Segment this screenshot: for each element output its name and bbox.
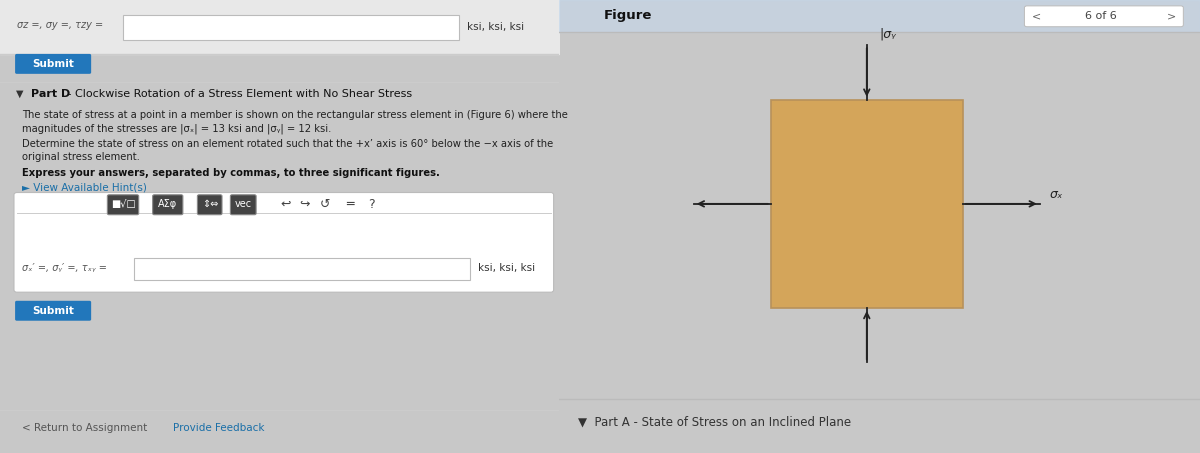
Text: ksi, ksi, ksi: ksi, ksi, ksi — [478, 263, 535, 273]
Text: σₓ: σₓ — [1050, 188, 1063, 201]
Text: Express your answers, separated by commas, to three significant figures.: Express your answers, separated by comma… — [23, 168, 440, 178]
Text: ↩: ↩ — [280, 198, 290, 211]
FancyBboxPatch shape — [134, 258, 469, 280]
Text: ksi, ksi, ksi: ksi, ksi, ksi — [467, 22, 524, 32]
Text: ▼: ▼ — [16, 89, 23, 99]
Text: The state of stress at a point in a member is shown on the rectangular stress el: The state of stress at a point in a memb… — [23, 110, 569, 120]
Text: vec: vec — [235, 199, 252, 209]
Text: Part D: Part D — [31, 89, 70, 99]
Text: ⇕⇔: ⇕⇔ — [202, 199, 218, 209]
Text: ↪: ↪ — [300, 198, 310, 211]
Text: original stress element.: original stress element. — [23, 152, 140, 162]
Text: Submit: Submit — [32, 59, 74, 69]
FancyBboxPatch shape — [124, 15, 458, 40]
FancyBboxPatch shape — [152, 195, 182, 215]
Bar — [770, 100, 962, 308]
FancyBboxPatch shape — [16, 301, 91, 321]
Text: >: > — [1166, 11, 1176, 21]
Text: |σᵧ: |σᵧ — [880, 28, 896, 41]
Text: Figure: Figure — [604, 10, 653, 22]
Text: ?: ? — [368, 198, 376, 211]
Text: - Clockwise Rotation of a Stress Element with No Shear Stress: - Clockwise Rotation of a Stress Element… — [65, 89, 413, 99]
Text: Submit: Submit — [32, 306, 74, 316]
Text: Provide Feedback: Provide Feedback — [173, 423, 265, 433]
FancyBboxPatch shape — [197, 195, 222, 215]
Text: σz =, σy =, τzy =: σz =, σy =, τzy = — [17, 20, 103, 30]
Text: Determine the state of stress on an element rotated such that the +x’ axis is 60: Determine the state of stress on an elem… — [23, 139, 553, 149]
FancyBboxPatch shape — [1025, 6, 1183, 27]
FancyBboxPatch shape — [16, 54, 91, 74]
Text: <: < — [1032, 11, 1042, 21]
Text: σₓ′ =, σᵧ′ =, τₓᵧ =: σₓ′ =, σᵧ′ =, τₓᵧ = — [23, 263, 107, 273]
Text: ► View Available Hint(s): ► View Available Hint(s) — [23, 183, 148, 193]
FancyBboxPatch shape — [14, 193, 553, 292]
Text: < Return to Assignment: < Return to Assignment — [23, 423, 148, 433]
FancyBboxPatch shape — [107, 195, 139, 215]
Text: ═: ═ — [346, 198, 353, 211]
FancyBboxPatch shape — [230, 195, 256, 215]
Text: AΣφ: AΣφ — [158, 199, 178, 209]
Text: ■√□: ■√□ — [110, 199, 136, 209]
Text: magnitudes of the stresses are |σₓ| = 13 ksi and |σᵧ| = 12 ksi.: magnitudes of the stresses are |σₓ| = 13… — [23, 123, 331, 134]
Text: ↺: ↺ — [320, 198, 331, 211]
Text: ▼  Part A - State of Stress on an Inclined Plane: ▼ Part A - State of Stress on an Incline… — [578, 416, 852, 429]
Text: 6 of 6: 6 of 6 — [1085, 11, 1116, 21]
